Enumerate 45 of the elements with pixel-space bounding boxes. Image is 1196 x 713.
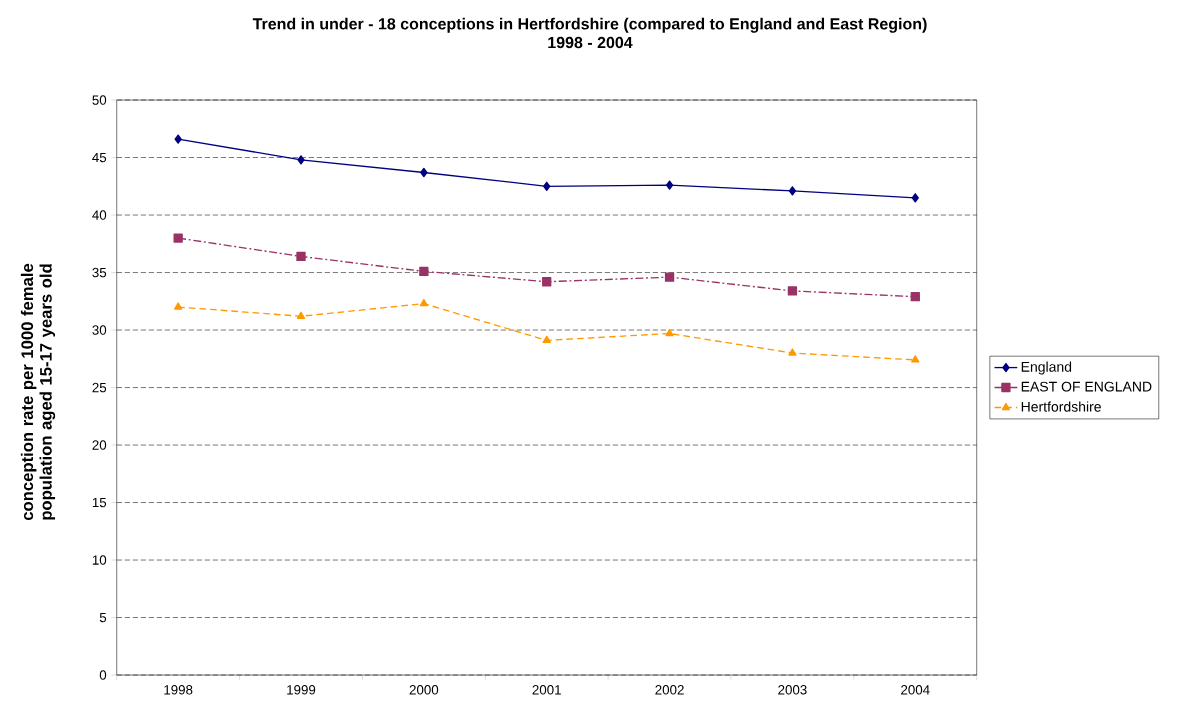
chart-title: Trend in under - 18 conceptions in Hertfordshire (compared to England and East Region) (252, 17, 927, 33)
point (911, 355, 920, 363)
point (542, 277, 552, 287)
legend-label: EAST OF ENGLAND (1021, 381, 1152, 392)
point (173, 233, 183, 243)
chart-subtitle: 1998 - 2004 (548, 36, 633, 49)
point (910, 292, 920, 302)
point (174, 302, 183, 310)
legend-label: Hertfordshire (1021, 401, 1101, 412)
y-tick-label: 25 (92, 382, 107, 393)
y-axis-title: conception rate per 1000 female population aged 15-17 years old (20, 263, 56, 521)
point (296, 251, 306, 262)
y-tick-label: 0 (99, 670, 107, 680)
point (174, 134, 182, 144)
point (665, 328, 674, 337)
point (297, 155, 305, 165)
point (419, 298, 428, 307)
point (788, 186, 797, 196)
y-tick-label: 35 (92, 267, 107, 278)
y-tick-label: 50 (92, 95, 107, 105)
point (420, 167, 428, 178)
y-tick-label: 30 (92, 325, 107, 335)
x-tick-label: 1998 (164, 685, 193, 695)
point (543, 181, 551, 191)
point (788, 348, 797, 356)
x-tick-label: 2004 (901, 685, 930, 695)
x-tick-label: 1999 (287, 685, 316, 695)
y-tick-label: 5 (99, 612, 107, 623)
point (787, 286, 798, 296)
y-tick-label: 45 (92, 152, 107, 163)
y-tick-label: 20 (92, 440, 107, 450)
x-tick-label: 2002 (655, 685, 684, 695)
point (419, 266, 429, 277)
point (665, 180, 674, 190)
point (296, 311, 306, 319)
x-tick-label: 2001 (532, 685, 561, 695)
legend-label: England (1021, 361, 1072, 375)
point (911, 193, 919, 203)
point (664, 272, 675, 282)
y-tick-label: 15 (92, 497, 107, 508)
y-tick-label: 10 (92, 555, 107, 565)
point (542, 335, 551, 344)
x-tick-label: 2000 (409, 685, 439, 695)
x-tick-label: 2003 (778, 685, 807, 695)
y-tick-label: 40 (92, 210, 107, 220)
